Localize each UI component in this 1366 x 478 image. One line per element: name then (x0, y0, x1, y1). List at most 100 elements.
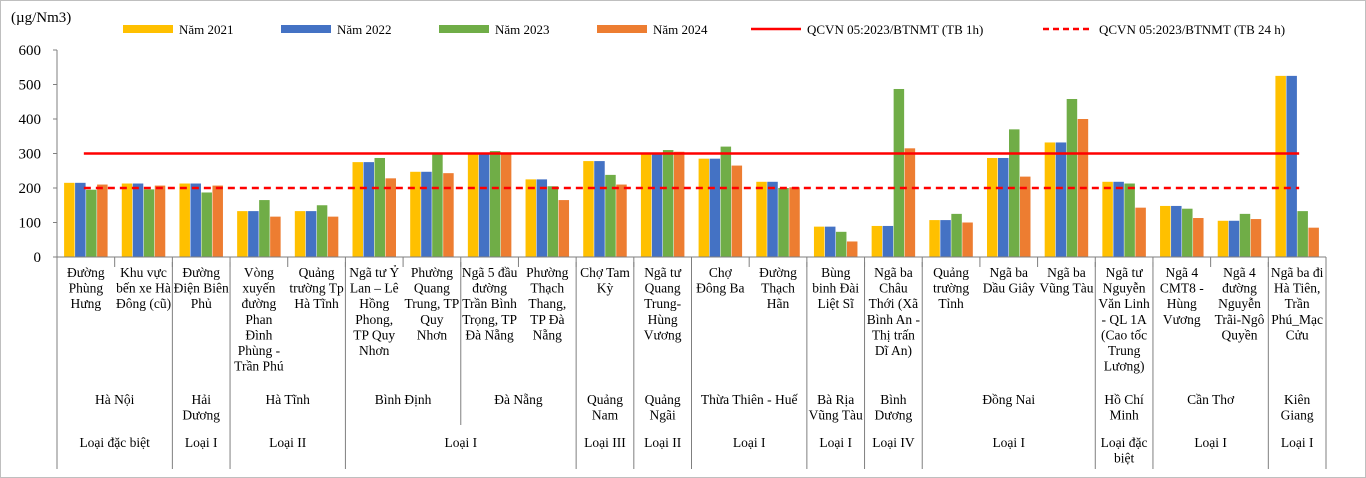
category-label-line: Ngã ba đi (1271, 265, 1324, 280)
category-label-line: Nhơn (417, 327, 448, 342)
category-label-line: Văn Linh (1098, 296, 1150, 311)
class-label-1: Loại đặc biệt (79, 435, 150, 450)
category-label-line: Phùng (69, 281, 104, 296)
bar-1-15 (871, 225, 883, 257)
province-label-line: Kiên (1284, 392, 1310, 407)
class-label-line: Loại IV (872, 435, 915, 450)
bar-4-1 (97, 184, 108, 257)
category-label-line: Thang, (528, 296, 566, 311)
y-tick-label: 0 (34, 250, 42, 266)
bar-3-6 (374, 157, 385, 257)
category-label-line: Bình An - (867, 312, 921, 327)
bar-4-8 (500, 152, 512, 257)
y-axis: 0 100 200 300 400 500 600 (19, 43, 58, 266)
reference-lines (83, 152, 1300, 190)
bar-2-5 (305, 211, 317, 257)
bar-4-3 (212, 185, 223, 257)
class-label-4: Loại I (444, 435, 477, 450)
province-label-line: Quảng (587, 392, 623, 407)
bar-4-9 (558, 200, 570, 257)
bar-3-14 (835, 231, 847, 257)
category-label-line: CMT8 - (1160, 281, 1204, 296)
province-label-3: Hà Tĩnh (266, 392, 311, 407)
bar-1-11 (640, 153, 652, 257)
category-label-line: Đà Nẵng (465, 327, 514, 342)
category-label-line: Vương (1163, 312, 1201, 327)
class-label-line: Loại đặc biệt (79, 435, 150, 450)
legend: Năm 2021 Năm 2022 Năm 2023 Năm 2024 QCVN 05:… (123, 22, 1285, 37)
category-label-line: Điện Biên (174, 281, 229, 296)
legend-label: QCVN 05:2023/BTNMT (TB 1h) (807, 22, 983, 37)
legend-series-3: Năm 2024 (597, 22, 708, 37)
class-label-12: Loại I (1194, 435, 1227, 450)
bar-1-8 (467, 153, 479, 257)
bar-1-21 (1217, 220, 1229, 257)
province-label-4: Bình Định (375, 392, 432, 407)
category-label-line: Thạch (530, 281, 564, 296)
bar-2-15 (882, 225, 894, 257)
bar-3-5 (316, 205, 328, 257)
class-label-line: Loại II (644, 435, 682, 450)
category-label-line: Nhơn (359, 343, 390, 358)
bar-2-9 (536, 179, 548, 257)
category-label-line: Nẵng (533, 327, 562, 342)
bar-4-16 (962, 222, 973, 257)
province-label-line: Hồ Chí (1104, 392, 1144, 407)
legend-series-0: Năm 2021 (123, 22, 234, 37)
category-label-line: Chợ Tam (580, 265, 630, 280)
class-label-3: Loại II (269, 435, 307, 450)
class-label-6: Loại II (644, 435, 682, 450)
bar-3-22 (1297, 211, 1308, 257)
bar-1-9 (525, 179, 537, 257)
category-label-line: Thới (Xã (869, 296, 919, 311)
category-label-line: TP Quy (353, 327, 395, 342)
category-label-line: Dầu Giây (983, 281, 1035, 296)
class-label-line: Loại I (733, 435, 766, 450)
bar-3-20 (1182, 208, 1193, 257)
category-label-line: Phong, (355, 312, 393, 327)
bar-4-14 (846, 241, 858, 257)
category-label-line: Ngã tư (1106, 265, 1144, 280)
category-label-line: Phú_Mạc (1271, 312, 1323, 327)
bar-1-5 (294, 211, 306, 257)
bar-4-20 (1193, 218, 1204, 257)
province-label-line: Dương (875, 408, 913, 423)
province-label-line: Giang (1281, 408, 1314, 423)
bar-3-9 (547, 186, 559, 257)
category-label-line: Đông (cũ) (116, 296, 171, 311)
category-label-line: Hưng (71, 296, 102, 311)
bar-2-6 (363, 162, 374, 257)
bar-1-7 (410, 171, 421, 257)
bar-3-15 (893, 88, 905, 257)
province-label-line: Ngãi (650, 408, 676, 423)
category-label-line: Phường (526, 265, 568, 280)
legend-swatch (123, 25, 173, 33)
bar-2-17 (998, 157, 1009, 257)
class-label-line: Loại đặc (1101, 435, 1148, 450)
category-label-line: Ngã 4 (1223, 265, 1256, 280)
y-tick-label: 600 (19, 43, 42, 59)
bar-1-13 (756, 181, 767, 257)
category-label-line: Khu vực (120, 265, 167, 280)
bar-4-10 (616, 184, 627, 257)
bar-3-17 (1009, 129, 1020, 257)
bar-1-1 (64, 182, 75, 257)
category-label-line: Ngã ba (1047, 265, 1086, 280)
x-axis (56, 256, 1327, 469)
category-label-line: Đông Ba (696, 281, 744, 296)
